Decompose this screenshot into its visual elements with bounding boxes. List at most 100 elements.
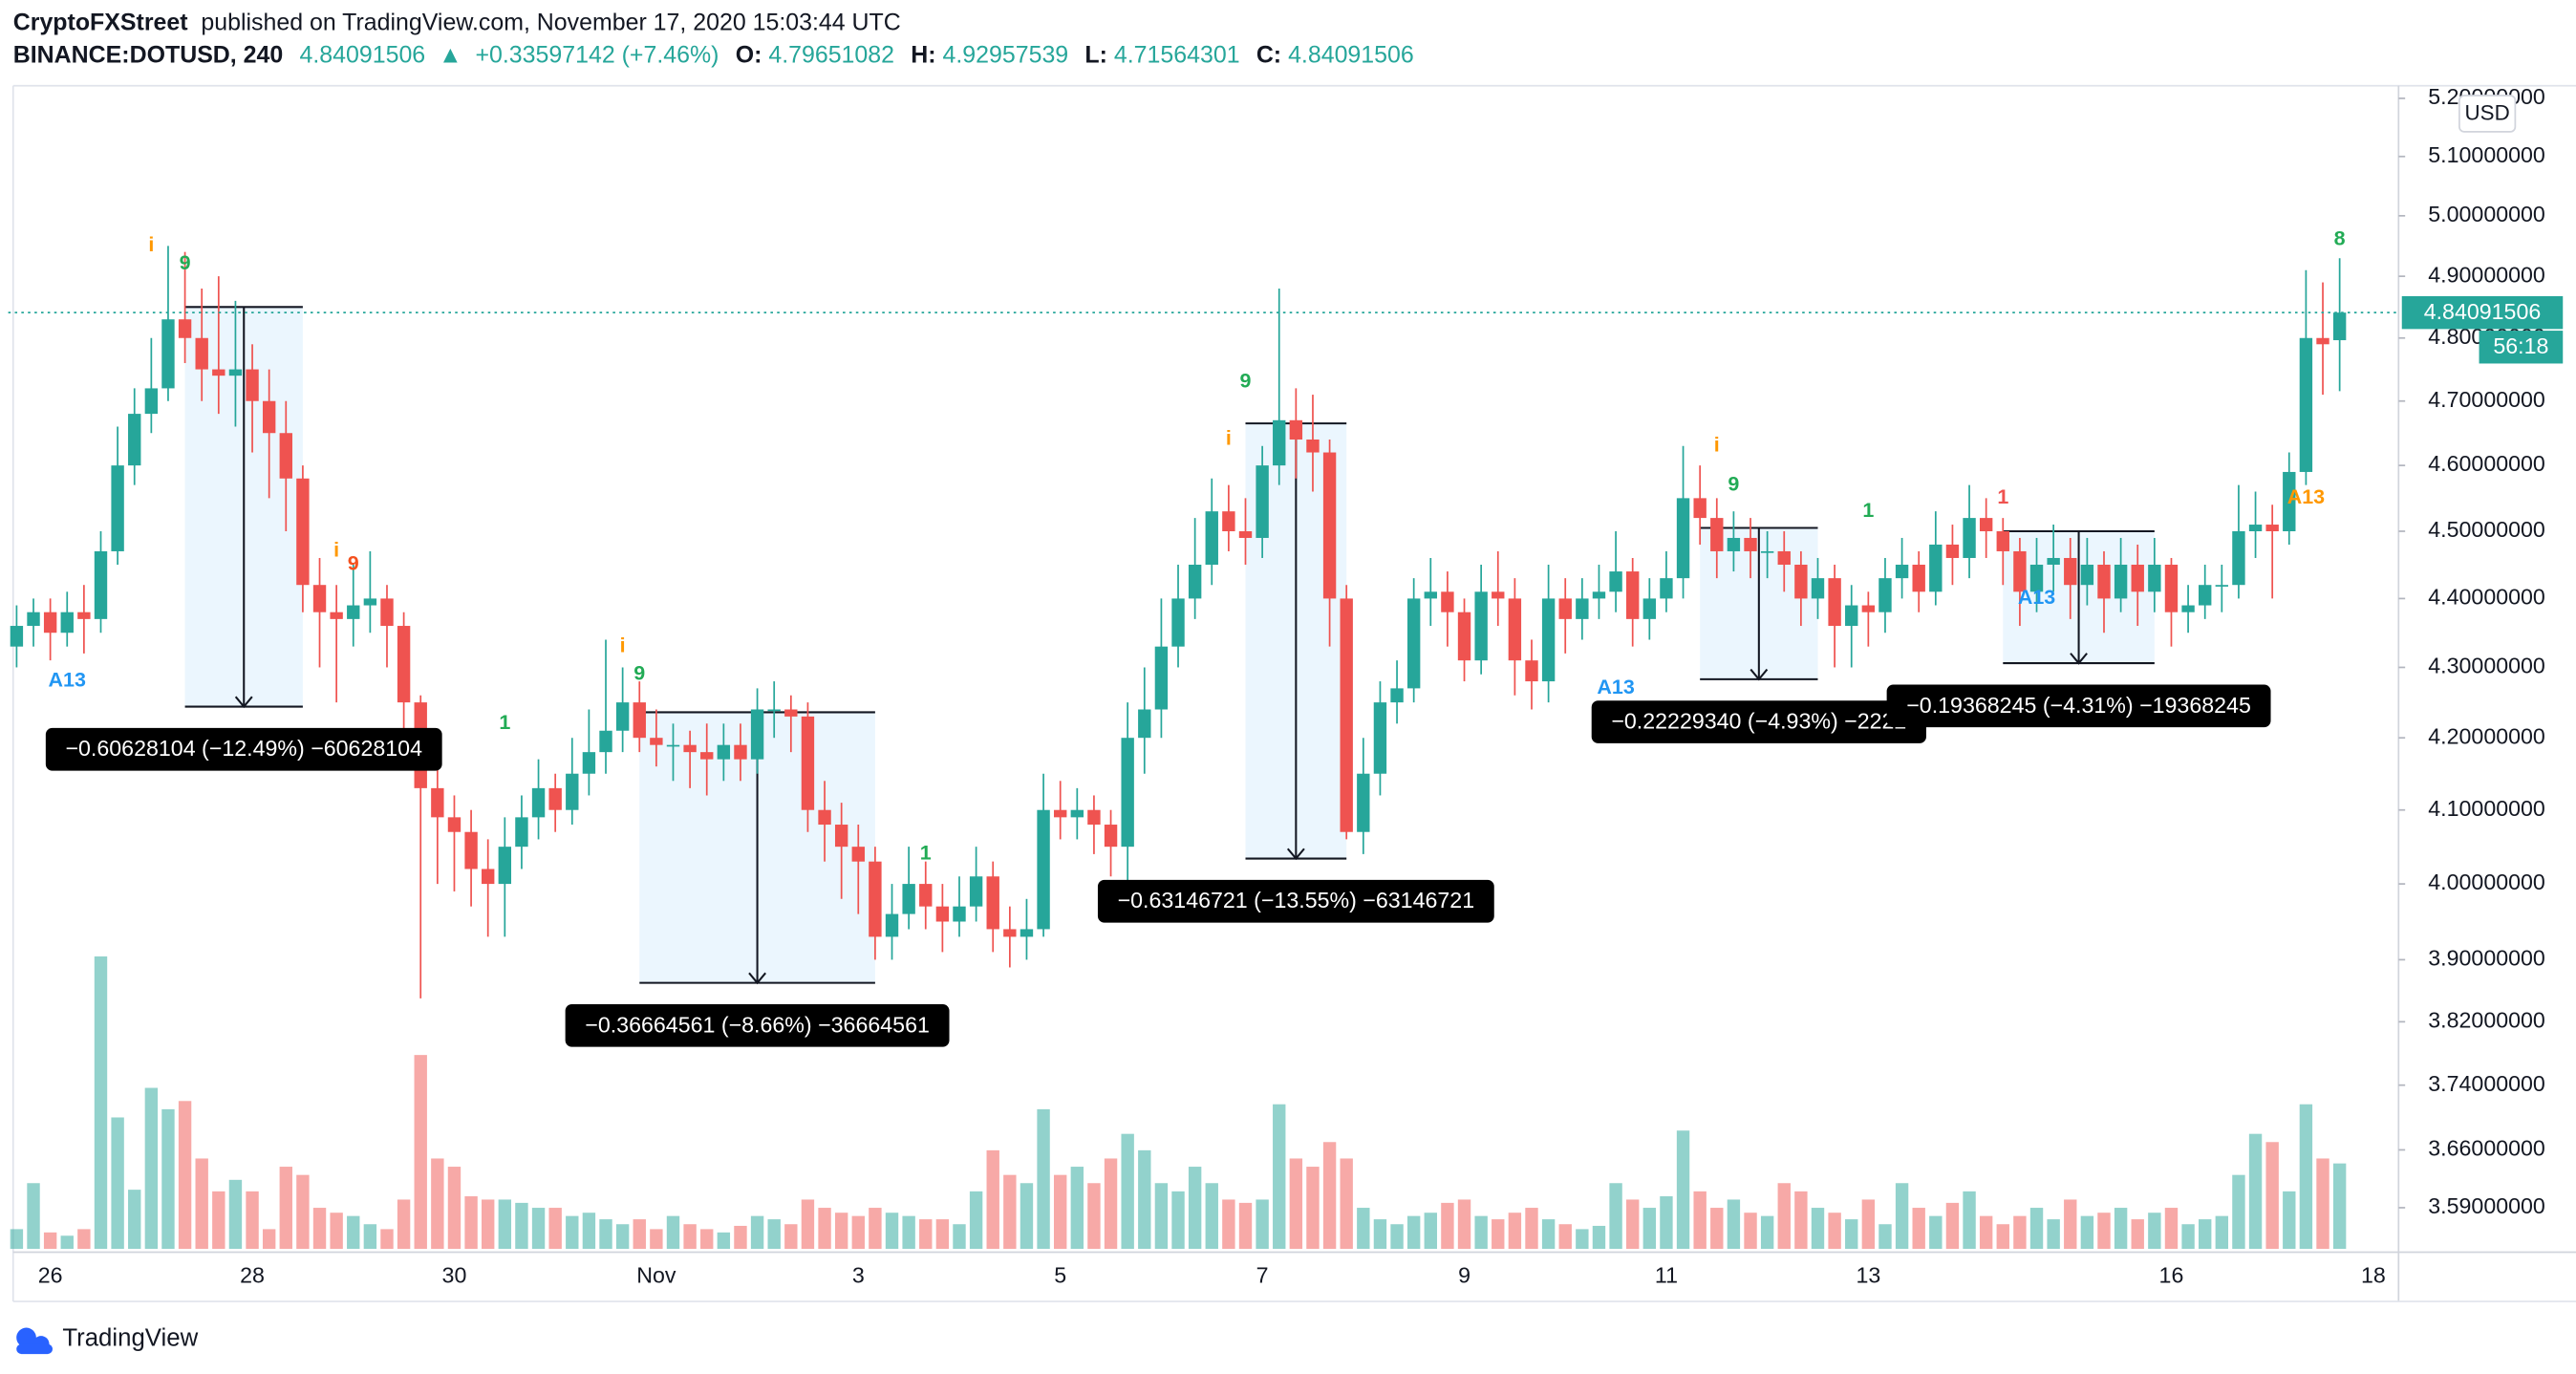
- logo: TradingView: [16, 1324, 199, 1355]
- candle-body: [111, 465, 124, 551]
- candle-body: [818, 809, 831, 826]
- candle-body: [986, 876, 999, 930]
- volume-bar: [27, 1183, 40, 1250]
- measure-arrow-head: [2070, 653, 2088, 665]
- indicator-marker: 1: [499, 711, 510, 734]
- volume-bar: [363, 1224, 377, 1250]
- candle-body: [380, 598, 394, 627]
- x-tick-label: Nov: [636, 1262, 676, 1287]
- volume-bar: [1979, 1215, 1993, 1250]
- candle-body: [1744, 537, 1757, 551]
- volume-bar: [734, 1225, 747, 1250]
- volume-bar: [885, 1213, 899, 1250]
- candle-body: [717, 744, 731, 760]
- volume-bar: [851, 1215, 865, 1250]
- volume-bar: [2248, 1133, 2263, 1250]
- volume-bar: [2131, 1219, 2144, 1250]
- candle-body: [734, 744, 747, 760]
- author: CryptoFXStreet: [13, 9, 188, 35]
- x-tick-label: 7: [1256, 1262, 1269, 1287]
- volume-bar: [834, 1213, 848, 1250]
- candle-body: [498, 847, 512, 885]
- candle-body: [178, 319, 192, 338]
- volume-bar: [2199, 1219, 2212, 1250]
- volume-bar: [717, 1232, 731, 1250]
- volume-bar: [1861, 1199, 1876, 1250]
- volume-bar: [60, 1235, 74, 1250]
- y-tick-label: 3.74000000: [2428, 1071, 2545, 1096]
- indicator-marker: 1: [1997, 485, 2008, 508]
- candle-body: [566, 773, 579, 810]
- volume-bar: [1322, 1142, 1337, 1250]
- candle-body: [447, 817, 462, 832]
- volume-bar: [414, 1055, 427, 1250]
- volume-bar: [953, 1224, 966, 1250]
- candle-body: [2064, 557, 2077, 586]
- volume-bar: [1087, 1183, 1101, 1250]
- volume-bar: [1642, 1208, 1657, 1250]
- currency-button[interactable]: [2458, 95, 2517, 133]
- candle-body: [2148, 565, 2161, 592]
- volume-bar: [582, 1213, 596, 1250]
- candle-body: [1828, 578, 1841, 627]
- volume-bar: [935, 1219, 950, 1250]
- candle-body: [482, 869, 495, 885]
- volume-bar: [1390, 1224, 1404, 1250]
- y-tick-label: 4.20000000: [2428, 723, 2545, 748]
- candle-body: [834, 825, 848, 848]
- indicator-marker: A13: [2018, 586, 2055, 609]
- candle-body: [1390, 688, 1404, 703]
- volume-bar: [1912, 1208, 1925, 1250]
- volume-bar: [296, 1174, 310, 1250]
- y-tick-label: 3.82000000: [2428, 1007, 2545, 1032]
- candle-body: [2131, 565, 2144, 592]
- measure-label: −0.63146721 (−13.55%) −63146721: [1118, 888, 1475, 912]
- candle-body: [1845, 605, 1858, 627]
- volume-bar: [77, 1229, 91, 1250]
- measure-label-box: [45, 727, 442, 771]
- candle-body: [1996, 530, 2009, 551]
- candle-body: [262, 400, 276, 434]
- x-tick-label: 11: [1655, 1262, 1678, 1287]
- currency[interactable]: USD: [2465, 101, 2510, 125]
- volume-bar: [1188, 1167, 1202, 1250]
- volume-bar: [1104, 1158, 1118, 1250]
- candle-body: [1205, 511, 1218, 566]
- candle-body: [1492, 591, 1505, 599]
- volume-bar: [566, 1215, 579, 1250]
- volume-bar: [1037, 1108, 1050, 1250]
- volume-bar: [2181, 1224, 2195, 1250]
- volume-bar: [919, 1219, 933, 1250]
- candle-body: [1760, 550, 1774, 553]
- volume-bar: [1289, 1158, 1303, 1250]
- candle-body: [246, 369, 259, 401]
- x-tick-label: 13: [1856, 1262, 1880, 1287]
- y-tick-label: 4.50000000: [2428, 517, 2545, 542]
- candle-body: [43, 612, 57, 633]
- y-tick-label: 4.70000000: [2428, 387, 2545, 412]
- open-value: 4.79651082: [768, 41, 894, 68]
- volume-bar: [111, 1117, 124, 1250]
- candle-body: [2047, 557, 2060, 566]
- x-tick-label: 18: [2361, 1262, 2386, 1287]
- volume-bar: [818, 1208, 831, 1250]
- candle-body: [1626, 571, 1640, 619]
- candle-body: [144, 388, 159, 415]
- candle-body: [1054, 809, 1067, 818]
- indicator-marker: i: [148, 233, 154, 256]
- candle-body: [1441, 591, 1454, 612]
- volume-bar: [531, 1208, 546, 1250]
- indicator-marker: A13: [1597, 676, 1634, 698]
- candle-body: [1322, 452, 1337, 599]
- measure-arrow-head: [234, 696, 253, 709]
- measure-arrow-head: [1750, 668, 1769, 681]
- candle-body: [2248, 525, 2263, 531]
- candle-body: [633, 702, 646, 739]
- candle-body: [1727, 537, 1741, 551]
- volume-bar: [1508, 1213, 1522, 1250]
- candle-body: [582, 752, 596, 774]
- candle-body: [431, 787, 444, 818]
- x-tick-label: 28: [240, 1262, 265, 1287]
- candle-body: [1963, 518, 1976, 558]
- y-tick-label: 3.90000000: [2428, 946, 2545, 971]
